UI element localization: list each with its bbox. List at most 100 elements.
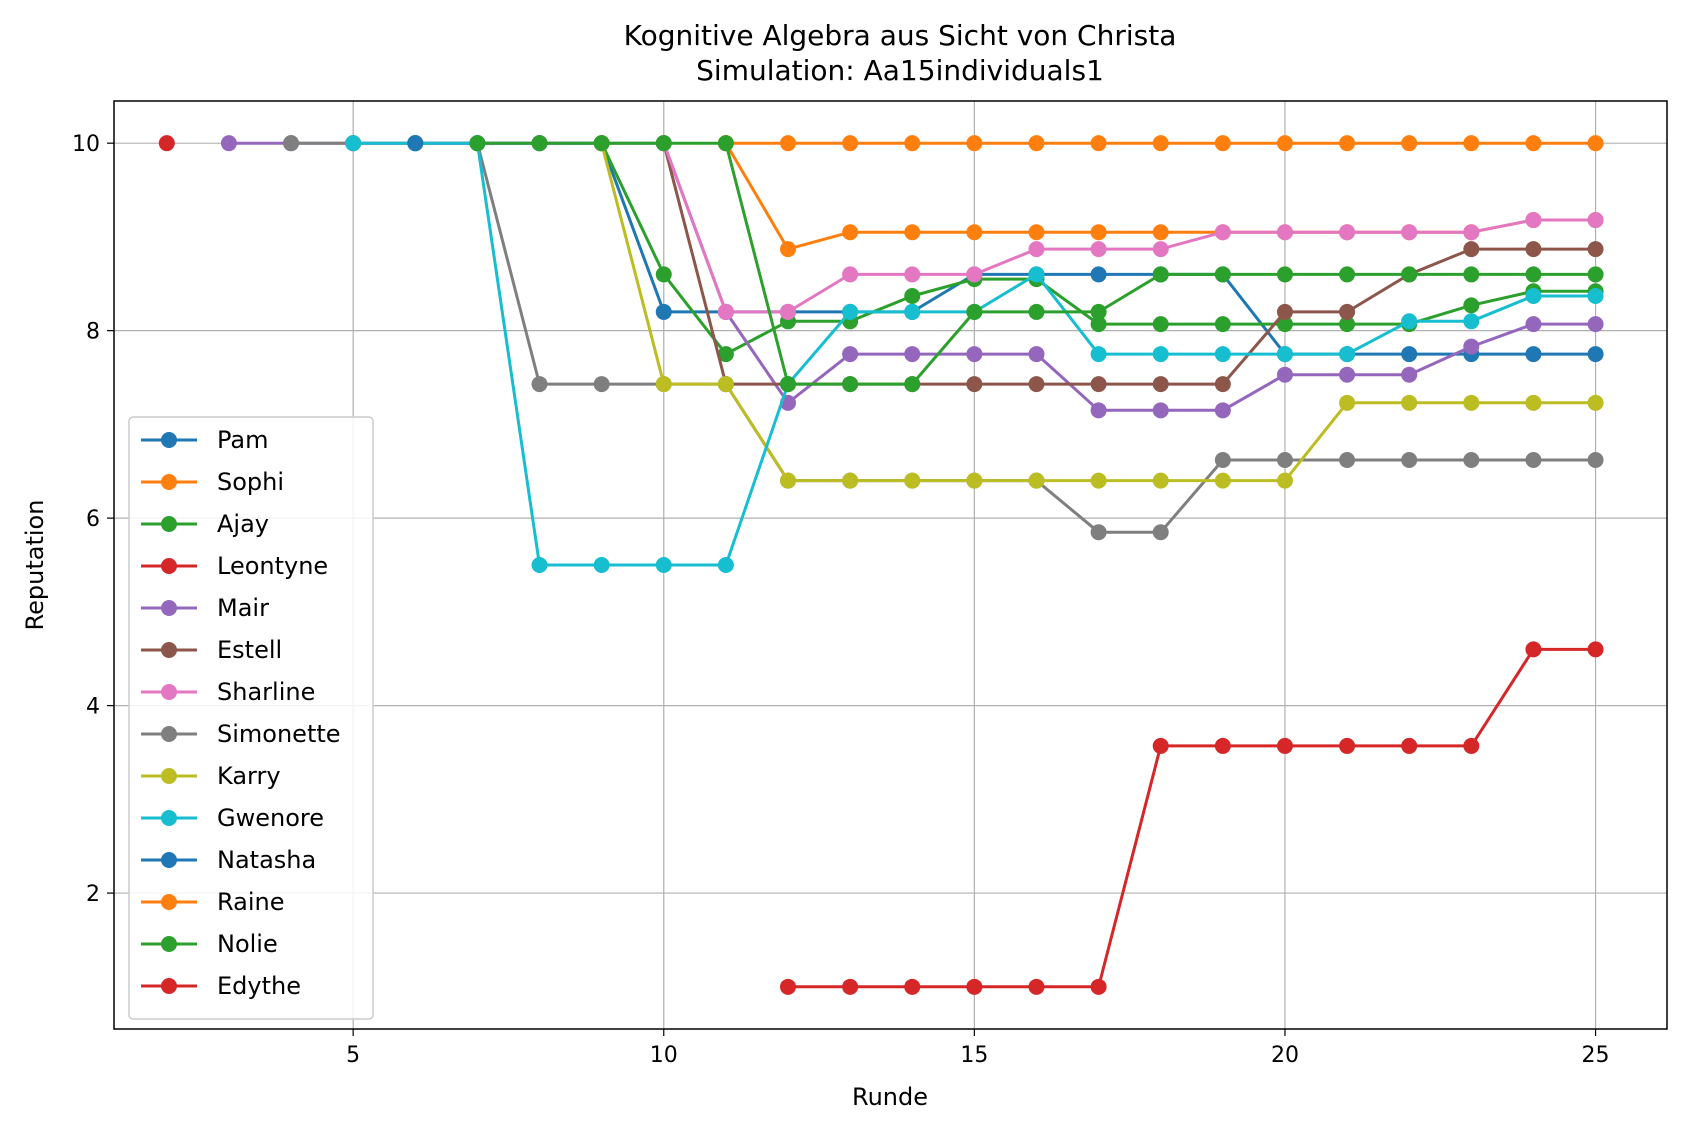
y-tick-label: 6 [86, 507, 100, 532]
data-point-estell [966, 376, 983, 393]
x-tick-label: 5 [346, 1043, 360, 1068]
data-point-gwenore [1214, 346, 1231, 363]
data-point-karry [1214, 472, 1231, 489]
data-point-nolie [780, 376, 797, 393]
data-point-sophi [780, 241, 797, 258]
data-point-sharline [717, 303, 734, 320]
data-point-mair [1339, 366, 1356, 383]
legend-marker-gwenore [161, 810, 177, 826]
legend-marker-edythe [161, 978, 177, 994]
data-point-edythe [904, 978, 921, 995]
data-point-karry [1090, 472, 1107, 489]
data-point-edythe [780, 978, 797, 995]
data-point-edythe [1090, 978, 1107, 995]
x-tick-label: 15 [960, 1043, 988, 1068]
data-point-gwenore [904, 303, 921, 320]
data-point-ajay [655, 266, 672, 283]
data-point-simonette [593, 376, 610, 393]
data-point-edythe [1463, 737, 1480, 754]
data-point-estell [1152, 376, 1169, 393]
series-line-sharline [662, 142, 1596, 314]
data-point-estell [1339, 303, 1356, 320]
data-point-edythe [1028, 978, 1045, 995]
data-point-ajay [1276, 316, 1293, 333]
data-point-nolie [1090, 303, 1107, 320]
data-point-karry [1339, 394, 1356, 411]
legend-marker-mair [161, 600, 177, 616]
legend-label-estell: Estell [217, 636, 282, 664]
data-point-gwenore [345, 135, 362, 152]
data-point-edythe [842, 978, 859, 995]
data-point-edythe [1214, 737, 1231, 754]
data-point-estell [1090, 376, 1107, 393]
data-point-sharline [904, 266, 921, 283]
legend-marker-raine [161, 894, 177, 910]
data-point-karry [1276, 472, 1293, 489]
chart-title: Kognitive Algebra aus Sicht von Christa [624, 19, 1177, 52]
legend-label-natasha: Natasha [217, 846, 316, 874]
data-point-sharline [1090, 241, 1107, 258]
legend-marker-estell [161, 642, 177, 658]
x-axis-label: Runde [852, 1083, 928, 1111]
data-point-sharline [1401, 224, 1418, 241]
data-point-estell [1525, 241, 1542, 258]
series-sharline [655, 135, 1604, 320]
data-point-karry [1152, 472, 1169, 489]
legend-label-gwenore: Gwenore [217, 804, 324, 832]
data-point-raine [1090, 135, 1107, 152]
series-line-edythe [788, 647, 1596, 989]
data-point-karry [780, 472, 797, 489]
data-point-karry [842, 472, 859, 489]
data-point-karry [1587, 394, 1604, 411]
data-point-ajay [1214, 316, 1231, 333]
data-point-gwenore [1525, 287, 1542, 304]
data-point-gwenore [1463, 313, 1480, 330]
data-point-karry [904, 472, 921, 489]
data-point-nolie [1401, 266, 1418, 283]
data-point-mair [1463, 338, 1480, 355]
data-point-nolie [1276, 266, 1293, 283]
legend-item-gwenore: Gwenore [141, 804, 324, 832]
legend-marker-ajay [161, 516, 177, 532]
data-point-mair [966, 346, 983, 363]
data-point-simonette [283, 135, 300, 152]
legend-item-nolie: Nolie [141, 930, 278, 958]
data-point-gwenore [1028, 266, 1045, 283]
data-point-gwenore [593, 557, 610, 573]
data-point-sophi [1028, 224, 1045, 241]
data-point-karry [1525, 394, 1542, 411]
legend-marker-pam [161, 432, 177, 448]
data-point-nolie [842, 376, 859, 393]
data-point-estell [1214, 376, 1231, 393]
data-point-gwenore [717, 557, 734, 573]
data-point-sharline [1339, 224, 1356, 241]
data-point-mair [842, 346, 859, 363]
legend-item-leontyne: Leontyne [141, 552, 328, 580]
data-point-raine [966, 135, 983, 152]
y-tick-label: 10 [72, 132, 100, 157]
y-tick-label: 8 [86, 320, 100, 345]
data-point-nolie [1339, 266, 1356, 283]
data-point-natasha [407, 135, 424, 152]
data-point-gwenore [1276, 346, 1293, 363]
data-point-sophi [966, 224, 983, 241]
data-point-mair [1152, 402, 1169, 419]
series-raine [717, 135, 1604, 152]
legend-item-raine: Raine [141, 888, 285, 916]
data-point-raine [1525, 135, 1542, 152]
legend-marker-natasha [161, 852, 177, 868]
plot-series [158, 135, 1604, 995]
data-point-gwenore [1152, 346, 1169, 363]
x-tick-label: 20 [1271, 1043, 1299, 1068]
legend-label-pam: Pam [217, 426, 268, 454]
chart-subtitle: Simulation: Aa15individuals1 [696, 54, 1104, 87]
legend-label-mair: Mair [217, 594, 269, 622]
data-point-karry [1401, 394, 1418, 411]
data-point-ajay [1339, 316, 1356, 333]
data-point-estell [1463, 241, 1480, 258]
data-point-gwenore [655, 557, 672, 573]
legend-label-raine: Raine [217, 888, 285, 916]
data-point-simonette [1090, 524, 1107, 541]
legend-label-leontyne: Leontyne [217, 552, 328, 580]
